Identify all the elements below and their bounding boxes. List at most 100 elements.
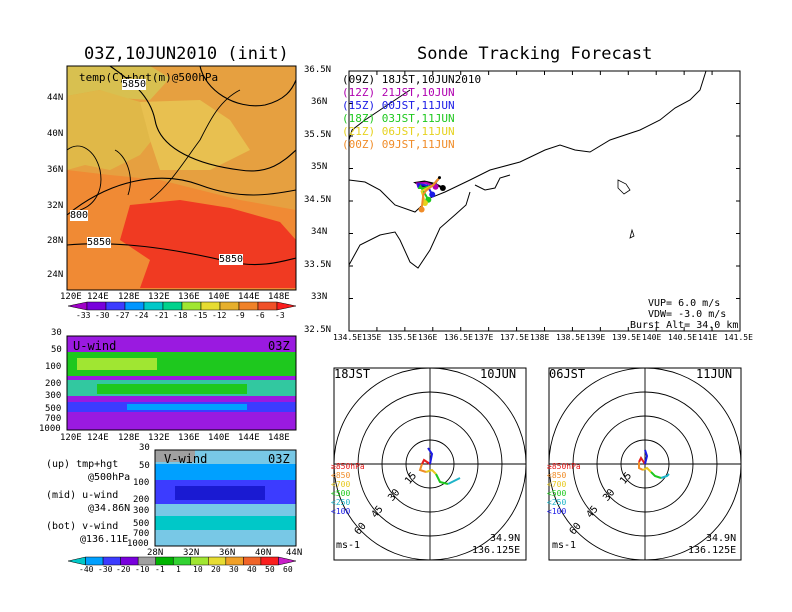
colorbar-swatch <box>260 556 279 566</box>
lon-tick: 132E <box>148 292 170 302</box>
coastline <box>474 174 511 191</box>
colorbar-label: -15 <box>193 311 208 320</box>
hodo-unit: ms-1 <box>336 540 361 551</box>
lat-tick: 28N <box>147 548 164 558</box>
lon-tick: 139.5E <box>612 333 641 342</box>
colorbar-swatch <box>278 556 297 566</box>
colorbar-swatch <box>257 301 278 311</box>
contour-label: 5850 <box>219 254 244 265</box>
colorbar-swatch <box>190 556 209 566</box>
lon-tick: 128E <box>118 292 140 302</box>
track-map-frame <box>348 70 741 332</box>
pressure-tick: 50 <box>139 461 150 471</box>
island <box>629 228 635 239</box>
note-line: (up) tmp+hgt <box>46 459 119 470</box>
colorbar-label: 1 <box>176 565 181 574</box>
lon-tick: 144E <box>238 292 260 302</box>
lat-tick: 34N <box>311 227 328 237</box>
lat-tick: 32.5N <box>304 325 332 335</box>
colorbar-swatch <box>120 556 139 566</box>
hodo-lat: 34.9N <box>490 533 521 544</box>
hodo-lon: 136.125E <box>472 545 521 556</box>
contour-label: 5850 <box>87 237 112 248</box>
pressure-tick: 700 <box>45 414 62 424</box>
note-line: @136.11E <box>80 534 129 545</box>
colorbar-label: -3 <box>275 311 285 320</box>
uwind-band <box>97 384 247 394</box>
lat-tick: 33.5N <box>304 260 332 270</box>
colorbar-swatch <box>85 556 104 566</box>
uwind-frame <box>66 335 297 431</box>
launch-point <box>437 176 441 180</box>
colorbar-label: -12 <box>212 311 227 320</box>
lat-tick: 32N <box>183 548 200 558</box>
lon-tick: 148E <box>268 433 290 443</box>
hodo-trace <box>642 466 652 473</box>
lon-tick: 135E <box>362 333 382 342</box>
colorbar-swatch <box>137 556 156 566</box>
lat-tick: 44N <box>47 93 64 103</box>
colorbar-swatch <box>208 556 227 566</box>
lon-tick: 132E <box>148 433 170 443</box>
lon-tick: 148E <box>268 292 290 302</box>
lon-tick: 139E <box>586 333 606 342</box>
hodo-level: <100 <box>547 507 567 516</box>
colorbar-swatch <box>172 556 192 566</box>
lon-tick: 124E <box>87 433 109 443</box>
hodo-trace <box>425 468 437 475</box>
colorbar-label: -30 <box>98 565 113 574</box>
param-vup: VUP= 6.0 m/s <box>648 298 721 309</box>
lon-tick: 136E <box>418 333 438 342</box>
colorbar-label: -40 <box>79 565 94 574</box>
note-line: (mid) u-wind <box>46 490 119 501</box>
colorbar-swatch <box>155 556 174 566</box>
hodo-trace <box>638 462 644 471</box>
main-title: Sonde Tracking Forecast <box>417 44 653 64</box>
pressure-tick: 500 <box>133 519 150 529</box>
coastline <box>348 191 471 269</box>
pressure-tick: 700 <box>133 529 150 539</box>
hodo-trace <box>427 447 434 465</box>
hodo-lat: 34.9N <box>706 533 737 544</box>
vwind-band <box>155 516 296 530</box>
lon-tick: 137.5E <box>500 333 529 342</box>
colorbar-label: -20 <box>116 565 131 574</box>
lon-tick: 141.5E <box>724 333 753 342</box>
uwind-label: U-wind <box>73 339 117 353</box>
colorbar-swatch <box>124 301 145 311</box>
lat-tick: 36N <box>311 97 328 107</box>
hodo-time: 06JST <box>549 367 586 381</box>
lon-tick: 140E <box>642 333 662 342</box>
hodo-date: 11JUN <box>696 367 733 381</box>
colorbar-label: -21 <box>154 311 169 320</box>
hodo-trace <box>644 449 649 465</box>
contour-label: 5850 <box>122 79 147 90</box>
colorbar-swatch <box>243 556 262 566</box>
uwind-band <box>77 358 157 370</box>
vwind-band <box>155 450 195 462</box>
island <box>617 179 631 195</box>
lon-tick: 138E <box>530 333 550 342</box>
lon-tick: 140.5E <box>668 333 697 342</box>
colorbar-label: -18 <box>173 311 188 320</box>
lat-tick: 34.5N <box>304 195 332 205</box>
lat-tick: 28N <box>47 236 64 246</box>
uwind-time: 03Z <box>268 339 290 353</box>
lat-tick: 32N <box>47 201 64 211</box>
pressure-tick: 1000 <box>39 424 61 434</box>
colorbar-label: -6 <box>255 311 265 320</box>
colorbar-label: 30 <box>229 565 239 574</box>
vwind-time: 03Z <box>268 452 290 466</box>
lon-tick: 136.5E <box>444 333 473 342</box>
colorbar-swatch <box>143 301 164 311</box>
colorbar-swatch <box>238 301 259 311</box>
pressure-tick: 100 <box>45 362 62 372</box>
colorbar-swatch <box>102 556 121 566</box>
pressure-tick: 30 <box>51 328 62 338</box>
lon-tick: 138.5E <box>556 333 585 342</box>
colorbar-label: -9 <box>235 311 245 320</box>
colorbar-swatch <box>67 301 88 311</box>
vwind-label: V-wind <box>164 452 208 466</box>
hodo-trace <box>660 473 670 479</box>
